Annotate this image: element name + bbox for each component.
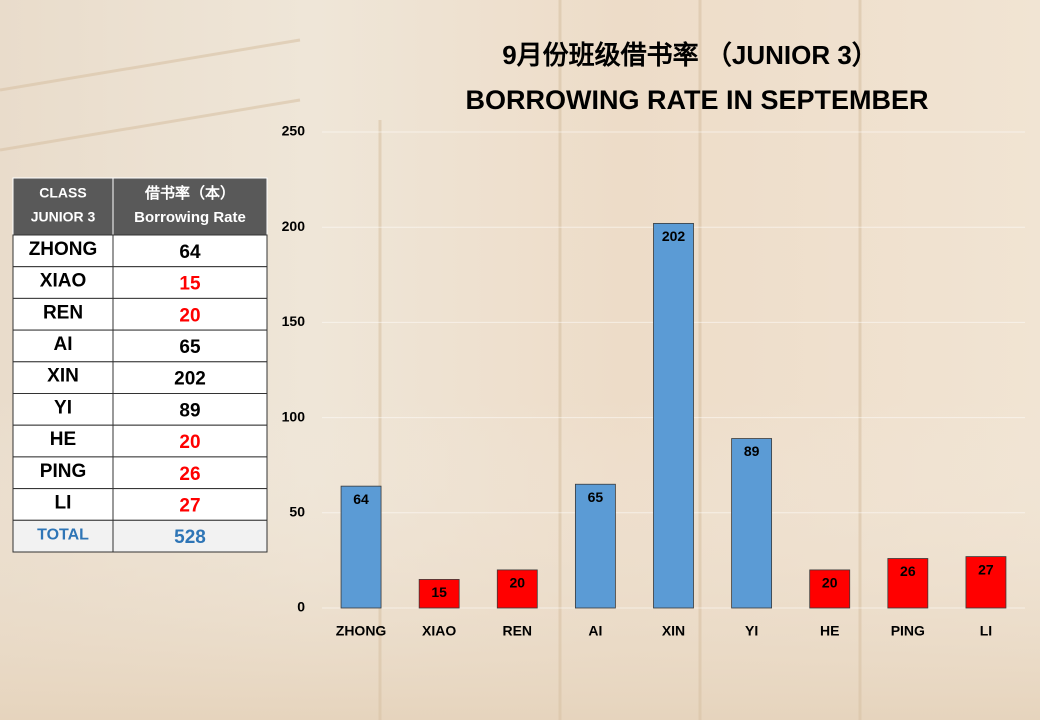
table-row-bg — [12, 488, 268, 521]
header-text: CLASS — [39, 185, 86, 201]
header-text: JUNIOR 3 — [31, 209, 96, 225]
header-text: Borrowing Rate — [134, 209, 246, 226]
table-row-value: 20 — [179, 432, 200, 453]
table-row-value: 89 — [179, 400, 200, 421]
bar — [965, 556, 1007, 609]
chart-subtitle: BORROWING RATE IN SEPTEMBER — [465, 85, 928, 115]
x-tick-label: HE — [820, 623, 839, 639]
table-row-value: 20 — [179, 305, 200, 326]
value-label: 64 — [353, 491, 369, 507]
table-row-bg — [12, 266, 268, 299]
table-row-label: XIN — [47, 366, 79, 387]
table-row-value: 15 — [179, 274, 201, 295]
table-row-value: 26 — [179, 464, 200, 485]
bar — [809, 569, 851, 609]
table-row-value: 65 — [179, 337, 201, 358]
value-label: 15 — [431, 584, 447, 600]
bar — [887, 558, 929, 609]
bar — [653, 222, 694, 609]
shelf-decor — [0, 0, 862, 720]
table-row-label: ZHONG — [29, 239, 98, 260]
chart-title: 9月份班级借书率 （JUNIOR 3） — [502, 40, 878, 70]
y-tick-label: 50 — [289, 504, 305, 520]
table-row-bg — [12, 234, 268, 268]
table-row-bg — [12, 424, 268, 458]
y-tick-label: 250 — [282, 123, 306, 139]
x-tick-label: ZHONG — [336, 623, 387, 639]
table-row-label: LI — [55, 492, 72, 513]
table-row-bg — [12, 297, 268, 331]
table-row-label: HE — [50, 429, 76, 450]
bar — [418, 579, 460, 609]
table-row-value: 202 — [174, 369, 206, 390]
value-label: 89 — [744, 443, 760, 459]
x-tick-label: AI — [588, 623, 602, 639]
table-row-bg — [12, 456, 268, 490]
bar — [496, 569, 538, 609]
table-row-value: 27 — [179, 495, 200, 516]
x-tick-label: LI — [980, 623, 992, 639]
table-row-label: YI — [54, 397, 72, 418]
x-tick-label: PING — [891, 623, 925, 639]
bar — [574, 483, 616, 609]
value-label: 202 — [662, 228, 686, 244]
table-row-label: XIAO — [40, 271, 86, 292]
value-label: 20 — [822, 575, 838, 591]
x-tick-label: XIAO — [422, 623, 456, 639]
y-tick-label: 0 — [297, 599, 305, 615]
value-label: 65 — [588, 489, 604, 505]
table-row-bg — [12, 393, 268, 426]
bar — [340, 485, 382, 609]
table-row-bg — [12, 361, 268, 394]
x-tick-label: REN — [502, 623, 532, 639]
y-tick-label: 150 — [282, 313, 306, 329]
y-tick-label: 100 — [282, 408, 306, 424]
bar — [731, 438, 773, 609]
table-header — [12, 177, 268, 236]
x-tick-label: YI — [745, 623, 758, 639]
table-row-label: REN — [43, 302, 83, 323]
table-row-value: 64 — [179, 242, 201, 263]
total-label: TOTAL — [37, 526, 89, 543]
x-tick-label: XIN — [662, 623, 685, 639]
total-value: 528 — [174, 527, 206, 548]
value-label: 20 — [509, 575, 525, 591]
value-label: 26 — [900, 563, 916, 579]
table-row-label: AI — [54, 334, 73, 355]
y-tick-label: 200 — [282, 218, 306, 234]
table-row-bg — [12, 329, 268, 363]
value-label: 27 — [978, 561, 994, 577]
header-text: 借书率（本） — [144, 184, 235, 202]
table-row-label: PING — [40, 461, 86, 482]
total-bg — [12, 519, 268, 553]
